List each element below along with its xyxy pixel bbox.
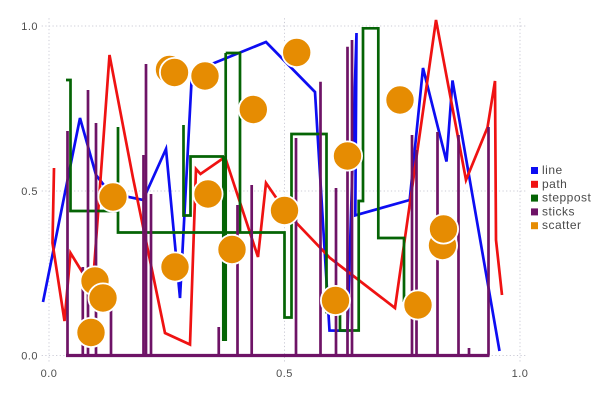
- svg-text:0.0: 0.0: [41, 368, 58, 380]
- svg-text:sticks: sticks: [542, 204, 575, 218]
- svg-text:line: line: [542, 163, 563, 177]
- svg-text:path: path: [542, 177, 567, 191]
- svg-text:scatter: scatter: [542, 218, 582, 232]
- svg-text:0.0: 0.0: [21, 351, 38, 363]
- svg-text:0.5: 0.5: [21, 186, 38, 198]
- svg-text:1.0: 1.0: [21, 21, 38, 33]
- svg-text:1.0: 1.0: [512, 368, 529, 380]
- svg-text:steppost: steppost: [542, 191, 592, 205]
- svg-text:0.5: 0.5: [276, 368, 293, 380]
